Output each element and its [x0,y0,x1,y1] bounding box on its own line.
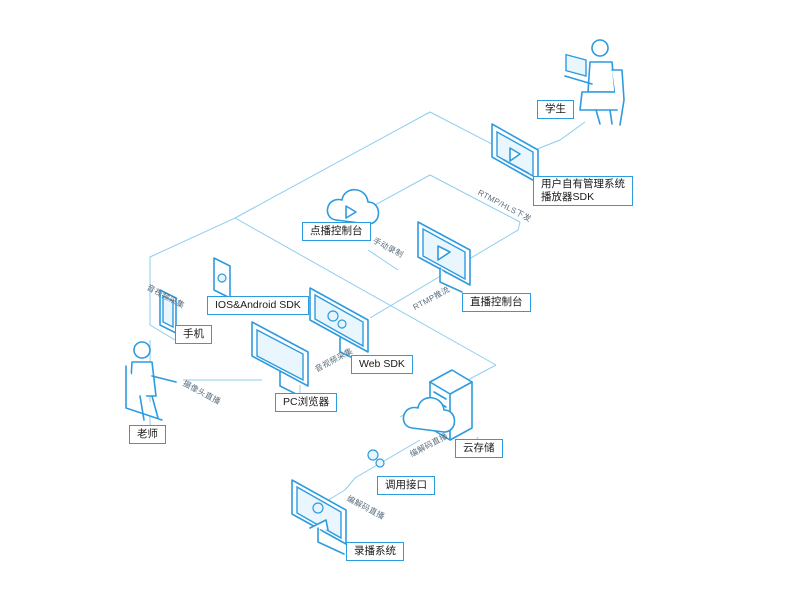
node-player-line-2: 播放器SDK [541,191,595,203]
phone-icon [159,289,177,334]
node-live-console: 直播控制台 [462,293,531,312]
player-monitor-icon [491,123,539,184]
teacher-icon [125,341,177,421]
node-cloud-storage: 云存储 [455,439,503,458]
node-phone: 手机 [175,325,212,344]
node-player: 用户自有管理系统 播放器SDK [533,176,633,206]
node-student: 学生 [537,100,574,119]
vod-cloud-icon [326,188,380,225]
node-recording-system: 录播系统 [346,542,404,561]
node-api: 调用接口 [377,476,435,495]
recording-monitor-icon [291,479,347,555]
node-player-line-1: 用户自有管理系统 [541,178,625,190]
live-monitor-icon [417,221,471,293]
node-teacher: 老师 [129,425,166,444]
storage-cloud-icon [402,396,456,433]
node-mobile-sdk: IOS&Android SDK [207,296,309,315]
node-pc-browser: PC浏览器 [275,393,338,412]
mobile-sdk-icon [213,257,231,299]
node-vod-console: 点播控制台 [302,222,371,241]
node-web-sdk: Web SDK [351,355,413,374]
gear-icon [367,449,385,468]
pc-monitor-icon [251,321,309,399]
student-icon [564,39,625,126]
